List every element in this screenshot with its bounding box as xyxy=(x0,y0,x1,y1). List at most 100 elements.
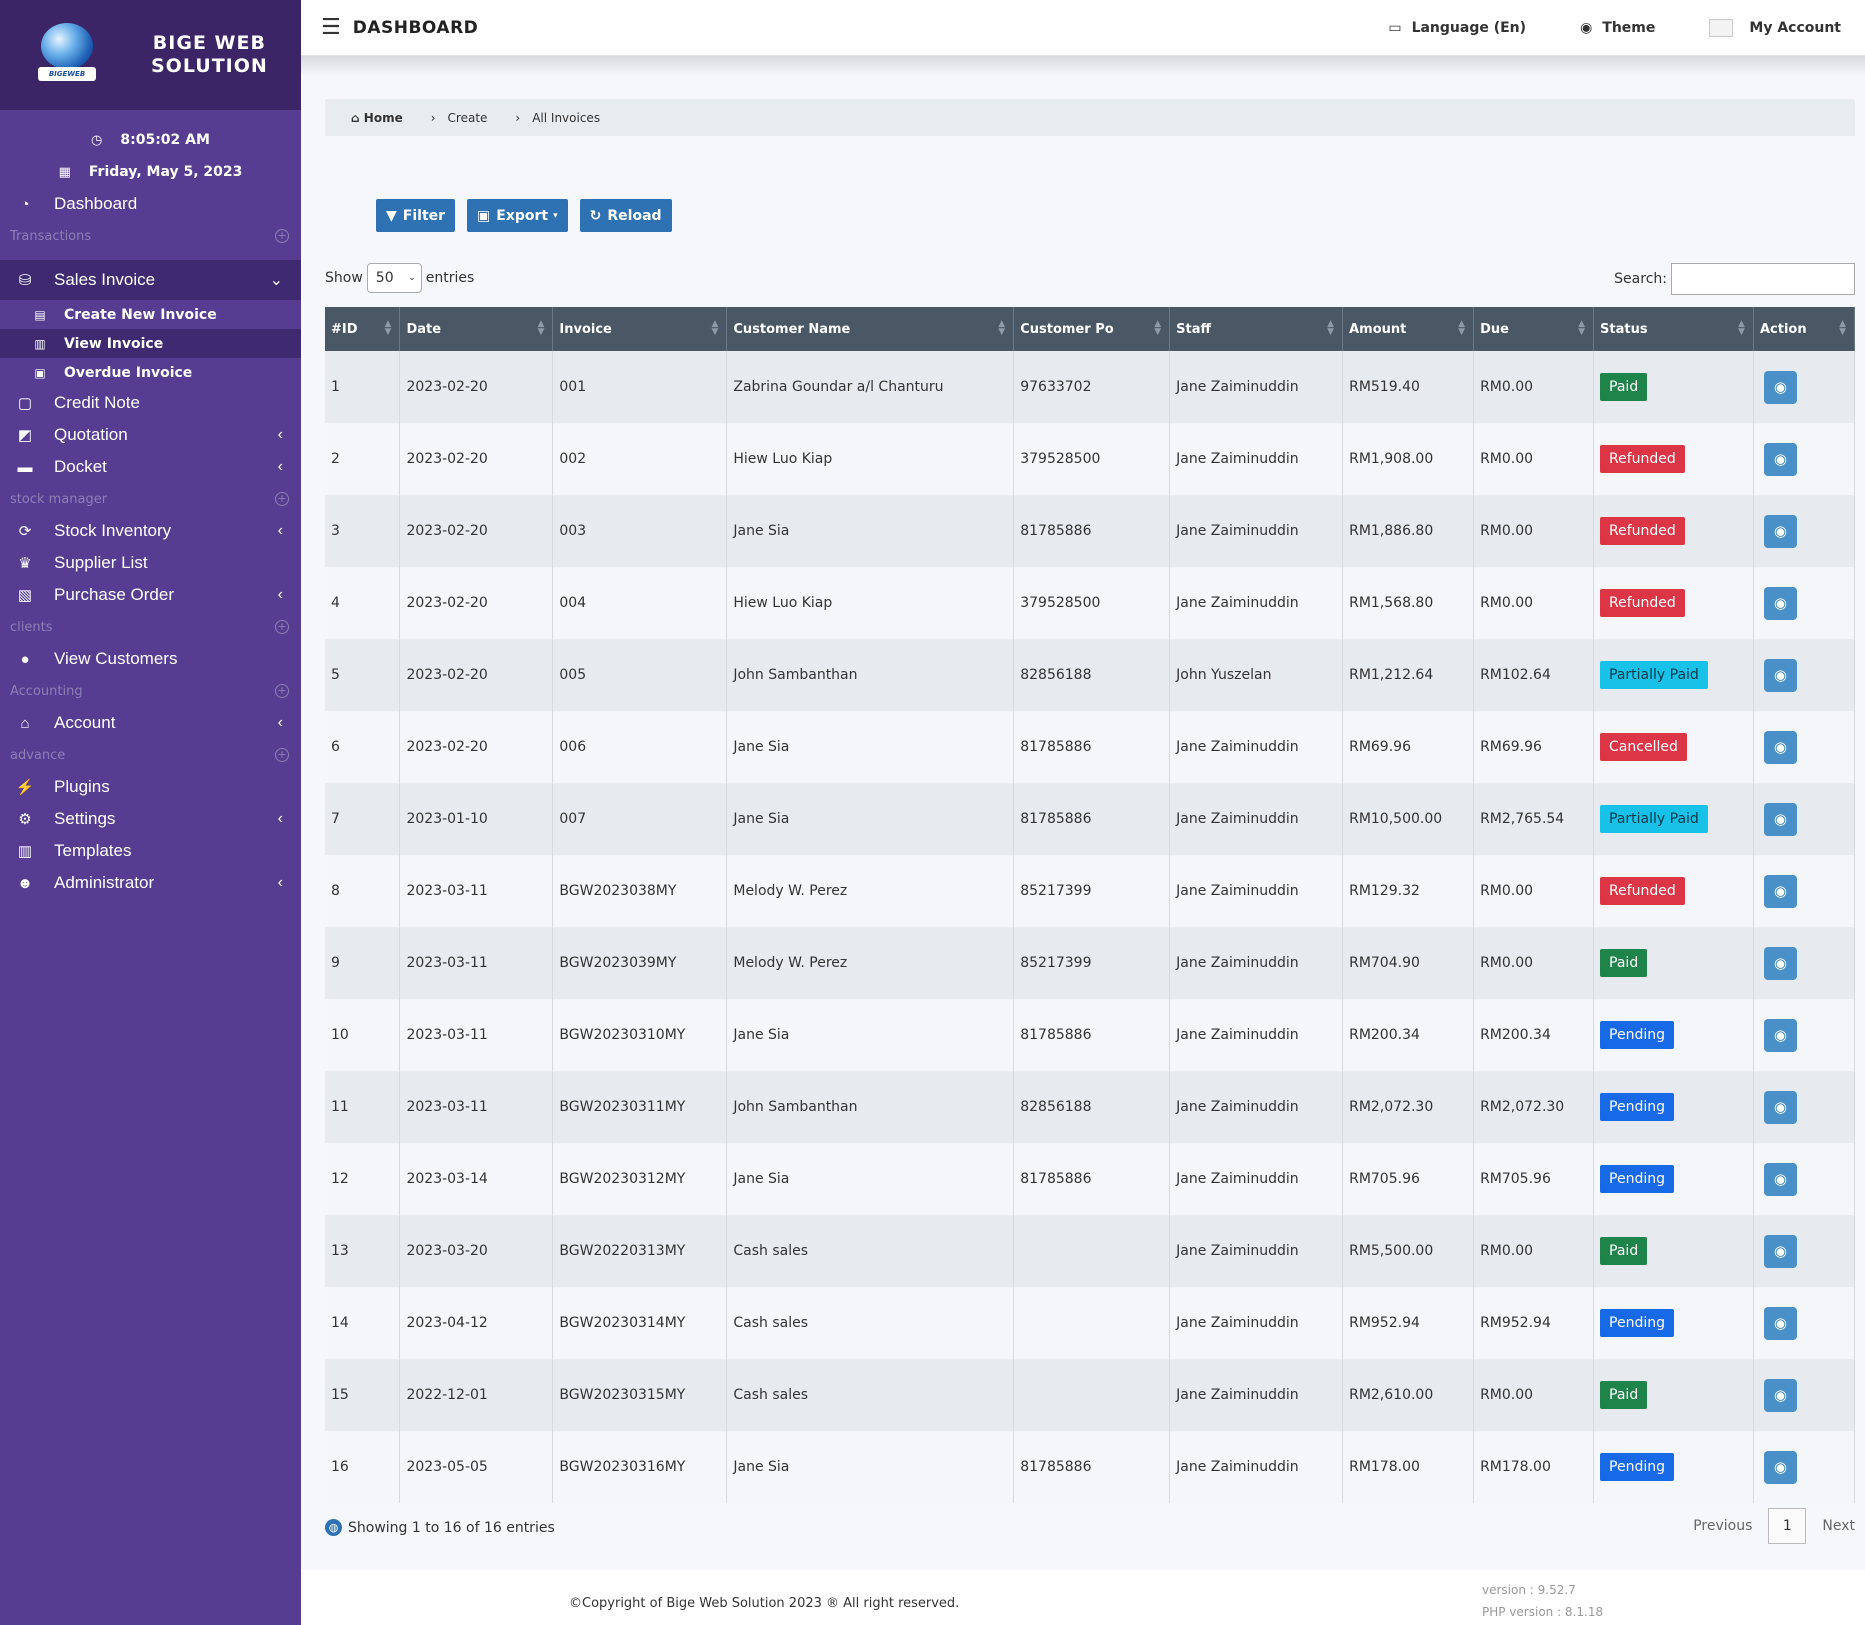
cell-date: 2023-03-11 xyxy=(399,999,554,1071)
column-header[interactable]: Due ▲ ▼ xyxy=(1473,307,1595,351)
cell-invoice: 006 xyxy=(552,711,728,783)
sidebar-item-purchase-order[interactable]: ▧ Purchase Order ‹ xyxy=(0,579,301,611)
view-eye-icon[interactable]: ◉ xyxy=(1763,1090,1797,1124)
cell-invoice: 005 xyxy=(552,639,728,711)
view-eye-icon[interactable]: ◉ xyxy=(1763,442,1797,476)
column-header[interactable]: Amount ▲ ▼ xyxy=(1342,307,1475,351)
column-header[interactable]: Customer Po ▲ ▼ xyxy=(1013,307,1171,351)
sort-icon: ▲ ▼ xyxy=(1839,319,1846,337)
previous-button[interactable]: Previous xyxy=(1693,1518,1753,1534)
status-badge: Partially Paid xyxy=(1600,661,1708,689)
sidebar-item-plugins[interactable]: ⚡ Plugins xyxy=(15,777,110,796)
table-row: 11 2023-03-11 BGW20230311MY John Sambanthan… xyxy=(325,1071,1856,1143)
status-badge: Pending xyxy=(1600,1165,1674,1193)
view-eye-icon[interactable]: ◉ xyxy=(1763,658,1797,692)
view-eye-icon[interactable]: ◉ xyxy=(1763,370,1797,404)
view-eye-icon[interactable]: ◉ xyxy=(1763,802,1797,836)
column-header[interactable]: Action ▲ ▼ xyxy=(1753,307,1856,351)
cell-amount: RM952.94 xyxy=(1342,1287,1475,1359)
expand-icon[interactable]: + xyxy=(275,620,289,634)
column-header[interactable]: Date ▲ ▼ xyxy=(399,307,554,351)
view-eye-icon[interactable]: ◉ xyxy=(1763,1306,1797,1340)
sidebar-item-account[interactable]: ⌂ Account ‹ xyxy=(0,707,301,739)
column-header[interactable]: Status ▲ ▼ xyxy=(1593,307,1754,351)
column-header[interactable]: Customer Name ▲ ▼ xyxy=(726,307,1015,351)
hamburger-icon[interactable]: ☰ xyxy=(321,15,341,40)
column-header[interactable]: Staff ▲ ▼ xyxy=(1169,307,1344,351)
sidebar-item-create-new-invoice[interactable]: ▤ Create New Invoice xyxy=(0,300,301,329)
sidebar-item-overdue-invoice[interactable]: ▣ Overdue Invoice xyxy=(0,358,301,387)
export-button[interactable]: ▣ Export ▾ xyxy=(467,199,568,232)
next-button[interactable]: Next xyxy=(1822,1518,1855,1534)
sidebar-item-sales-invoice[interactable]: ⛁ Sales Invoice ⌄ xyxy=(0,260,301,300)
cell-customer: John Sambanthan xyxy=(726,639,1015,711)
filter-button[interactable]: ▼ Filter xyxy=(376,199,456,232)
view-eye-icon[interactable]: ◉ xyxy=(1763,1162,1797,1196)
toolbar: ▼ Filter ▣ Export ▾ ↻ Reload xyxy=(376,199,684,232)
brand[interactable]: BIGEWEB BIGE WEB SOLUTION xyxy=(0,0,301,110)
search-input[interactable] xyxy=(1671,263,1855,295)
page-1-button[interactable]: 1 xyxy=(1768,1508,1807,1544)
view-eye-icon[interactable]: ◉ xyxy=(1763,874,1797,908)
cell-amount: RM10,500.00 xyxy=(1342,783,1475,855)
expand-icon[interactable]: + xyxy=(275,748,289,762)
sidebar-item-settings[interactable]: ⚙ Settings ‹ xyxy=(0,803,301,835)
status-badge: Refunded xyxy=(1600,877,1685,905)
clock-date: ▦ Friday, May 5, 2023 xyxy=(58,164,243,180)
cell-date: 2023-01-10 xyxy=(399,783,554,855)
view-eye-icon[interactable]: ◉ xyxy=(1763,730,1797,764)
theme-button[interactable]: ◉ Theme xyxy=(1580,20,1656,36)
chevron-left-icon: ‹ xyxy=(277,522,283,539)
sidebar-item-stock-inventory[interactable]: ⟳ Stock Inventory ‹ xyxy=(0,515,301,547)
view-eye-icon[interactable]: ◉ xyxy=(1763,1378,1797,1412)
cell-id: 13 xyxy=(325,1215,401,1287)
dashboard-icon: ◔ xyxy=(20,195,30,213)
quotation-icon: ◩ xyxy=(17,427,33,444)
view-eye-icon[interactable]: ◉ xyxy=(1763,946,1797,980)
view-eye-icon[interactable]: ◉ xyxy=(1763,514,1797,548)
sidebar-item-dashboard[interactable]: ◔ Dashboard xyxy=(0,188,301,220)
my-account-button[interactable]: My Account xyxy=(1709,19,1841,37)
view-eye-icon[interactable]: ◉ xyxy=(1763,1450,1797,1484)
expand-icon[interactable]: + xyxy=(275,492,289,506)
expand-icon[interactable]: + xyxy=(275,229,289,243)
cell-po: 85217399 xyxy=(1013,927,1171,999)
status-badge: Refunded xyxy=(1600,517,1685,545)
cell-staff: Jane Zaiminuddin xyxy=(1169,351,1344,423)
sidebar-item-view-invoice[interactable]: ▥ View Invoice xyxy=(0,329,301,358)
reload-icon: ↻ xyxy=(589,207,602,224)
cell-customer: Hiew Luo Kiap xyxy=(726,423,1015,495)
section-stock-manager: stock manager + xyxy=(0,483,301,515)
breadcrumb-home[interactable]: ⌂ Home xyxy=(351,110,403,125)
breadcrumb-create[interactable]: Create xyxy=(447,110,488,125)
cell-status: Refunded xyxy=(1593,855,1754,927)
brand-name: BIGE WEB SOLUTION xyxy=(151,32,268,77)
view-eye-icon[interactable]: ◉ xyxy=(1763,1234,1797,1268)
view-eye-icon[interactable]: ◉ xyxy=(1763,586,1797,620)
breadcrumb-all-invoices[interactable]: All Invoices xyxy=(532,110,601,125)
sidebar-item-quotation[interactable]: ◩ Quotation ‹ xyxy=(0,419,301,451)
entries-select[interactable]: 50 ⌄ xyxy=(366,263,422,293)
cell-customer: Jane Sia xyxy=(726,711,1015,783)
sort-icon: ▲ ▼ xyxy=(1738,319,1745,337)
language-button[interactable]: ▭ Language (En) xyxy=(1388,20,1527,36)
cell-staff: Jane Zaiminuddin xyxy=(1169,1359,1344,1431)
cell-amount: RM1,212.64 xyxy=(1342,639,1475,711)
sidebar-item-credit-note[interactable]: ▢ Credit Note xyxy=(0,387,301,419)
column-header[interactable]: Invoice ▲ ▼ xyxy=(552,307,728,351)
sidebar-item-administrator[interactable]: ☻ Administrator ‹ xyxy=(0,867,301,899)
cell-amount: RM200.34 xyxy=(1342,999,1475,1071)
sidebar-item-view-customers[interactable]: ● View Customers xyxy=(0,643,301,675)
reload-button[interactable]: ↻ Reload xyxy=(579,199,672,232)
cell-invoice: 004 xyxy=(552,567,728,639)
sidebar-item-docket[interactable]: ▬ Docket ‹ xyxy=(0,451,301,483)
sidebar-item-supplier-list[interactable]: ♛ Supplier List xyxy=(0,547,301,579)
column-header[interactable]: #ID ▲ ▼ xyxy=(325,307,401,351)
cell-po: 81785886 xyxy=(1013,1431,1171,1503)
cell-status: Refunded xyxy=(1593,495,1754,567)
expand-icon[interactable]: + xyxy=(275,684,289,698)
sidebar-item-templates[interactable]: ▥ Templates xyxy=(0,835,301,867)
view-eye-icon[interactable]: ◉ xyxy=(1763,1018,1797,1052)
cell-date: 2023-02-20 xyxy=(399,423,554,495)
cell-amount: RM5,500.00 xyxy=(1342,1215,1475,1287)
